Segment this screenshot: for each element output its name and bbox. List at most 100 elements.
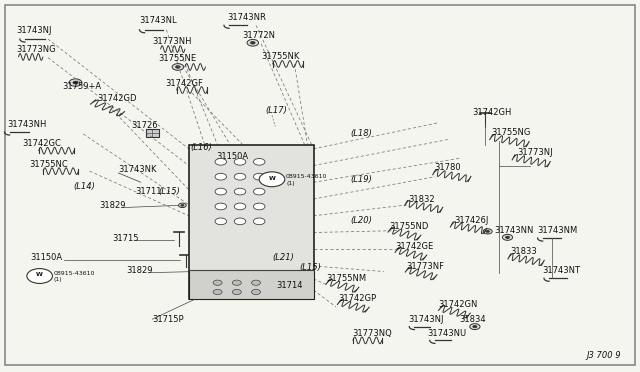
Circle shape [232,289,241,295]
Circle shape [253,173,265,180]
Text: 31834: 31834 [460,315,486,324]
Text: (1): (1) [286,180,294,186]
Circle shape [213,280,222,285]
Circle shape [195,269,202,273]
Circle shape [232,280,241,285]
Text: 31711: 31711 [136,187,162,196]
Bar [189,270,314,299]
Text: 31773NQ: 31773NQ [352,329,392,338]
Circle shape [215,218,227,225]
Text: (L16): (L16) [191,142,212,151]
Text: (L14): (L14) [74,182,95,191]
Text: 31773NG: 31773NG [16,45,56,54]
Text: 31755NK: 31755NK [261,52,300,61]
Text: 31772N: 31772N [242,31,275,40]
Circle shape [253,203,265,210]
Text: (L17): (L17) [266,106,287,115]
Circle shape [234,173,246,180]
Text: 31743NK: 31743NK [118,165,157,174]
Text: 31742GC: 31742GC [22,139,61,148]
Circle shape [253,218,265,225]
Circle shape [175,65,180,68]
Text: 31829: 31829 [127,266,153,275]
Text: 31755NM: 31755NM [326,274,367,283]
Text: 31742GP: 31742GP [338,294,376,302]
Text: 31743NJ: 31743NJ [408,315,444,324]
Circle shape [252,280,260,285]
Circle shape [172,64,184,70]
Text: 31773NF: 31773NF [406,262,444,270]
Circle shape [215,203,227,210]
Text: 31829: 31829 [99,201,125,210]
Circle shape [247,39,259,46]
Text: 31743NJ: 31743NJ [16,26,51,35]
Text: 31743NU: 31743NU [428,329,467,338]
Text: 31743NR: 31743NR [227,13,266,22]
Circle shape [234,218,246,225]
Text: 31742GN: 31742GN [438,300,478,309]
Bar [189,145,314,299]
Text: 31743NL: 31743NL [140,16,177,25]
Circle shape [506,236,509,238]
Text: 31150A: 31150A [31,253,63,262]
Text: 317426J: 317426J [454,216,489,225]
Circle shape [502,234,513,240]
Circle shape [27,269,52,283]
Text: 31743NT: 31743NT [543,266,580,275]
Text: 31832: 31832 [408,195,435,203]
Text: (L21): (L21) [272,253,294,262]
Text: 31726: 31726 [131,121,158,130]
Text: 31150A: 31150A [216,152,248,161]
Text: 31759+A: 31759+A [63,81,102,90]
Text: 08915-43610: 08915-43610 [54,270,95,276]
Circle shape [213,289,222,295]
Text: 31755NC: 31755NC [29,160,68,169]
Circle shape [470,324,480,330]
Circle shape [473,326,477,328]
Circle shape [215,173,227,180]
Circle shape [215,158,227,165]
Text: 31833: 31833 [511,247,538,256]
Circle shape [234,158,246,165]
Circle shape [197,270,200,272]
Circle shape [250,41,255,44]
Text: 31742GF: 31742GF [165,78,203,87]
Circle shape [234,203,246,210]
Circle shape [234,188,246,195]
Text: (L19): (L19) [351,175,372,184]
Text: W: W [36,272,43,278]
Text: (L18): (L18) [351,129,372,138]
Text: 31755ND: 31755ND [389,222,429,231]
Circle shape [483,229,492,234]
Circle shape [179,203,186,208]
Text: 31742GE: 31742GE [396,242,434,251]
Circle shape [253,188,265,195]
Circle shape [486,230,490,232]
Circle shape [259,172,285,187]
Text: 31773NH: 31773NH [152,37,192,46]
Circle shape [73,81,78,84]
Text: 31755NE: 31755NE [159,54,197,63]
Circle shape [253,158,265,165]
Text: W: W [269,176,275,181]
Text: (L20): (L20) [351,216,372,225]
Text: 31773NJ: 31773NJ [517,148,553,157]
Text: 31743NN: 31743NN [494,225,534,234]
Text: 31715P: 31715P [152,315,184,324]
Text: J3 700 9: J3 700 9 [586,351,621,360]
Text: 31742GH: 31742GH [472,108,512,116]
Text: (1): (1) [54,277,62,282]
Text: 31743NM: 31743NM [538,225,578,234]
Text: 31742GD: 31742GD [97,94,137,103]
Text: 31780: 31780 [434,163,461,172]
Circle shape [215,188,227,195]
Text: 08915-43610: 08915-43610 [286,174,328,179]
Circle shape [69,79,82,86]
Circle shape [181,205,184,206]
Text: (L15): (L15) [300,263,321,272]
Text: 31714: 31714 [276,281,303,290]
Circle shape [252,289,260,295]
Bar [146,129,159,137]
Text: 31743NH: 31743NH [8,120,47,129]
Text: (L15): (L15) [159,187,180,196]
